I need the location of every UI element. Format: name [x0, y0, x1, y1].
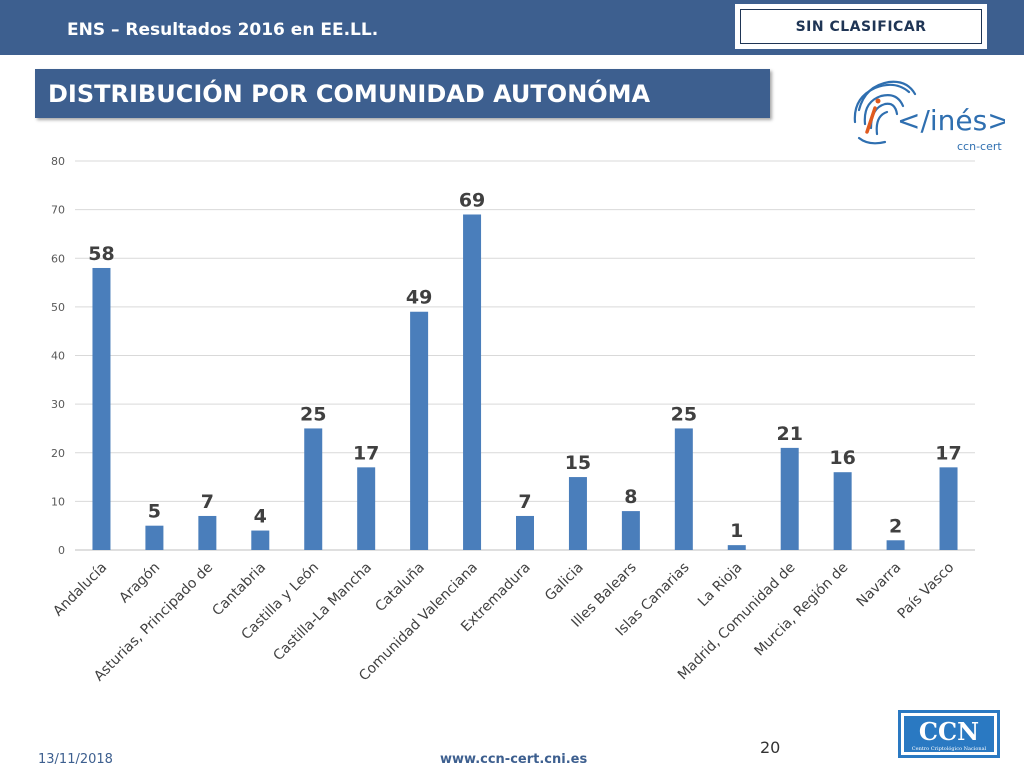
- bar: [568, 477, 587, 550]
- ines-logo: </inés> ccn-cert: [853, 80, 1005, 153]
- footer-date: 13/11/2018: [38, 752, 113, 767]
- bar: [463, 214, 482, 551]
- bar: [304, 428, 323, 550]
- data-label: 7: [518, 491, 531, 513]
- x-tick-label: Murcia, Región de: [752, 560, 852, 660]
- ccn-subtext: Centro Criptológico Nacional: [912, 745, 987, 752]
- data-label: 1: [730, 520, 743, 542]
- data-label: 15: [565, 452, 591, 474]
- y-tick-label: 50: [51, 301, 65, 314]
- x-tick-label: Andalucía: [50, 560, 110, 620]
- bar: [727, 545, 746, 550]
- data-label: 7: [201, 491, 214, 513]
- bar: [621, 511, 640, 550]
- header-bar: ENS – Resultados 2016 en EE.LL. SIN CLAS…: [0, 0, 1024, 55]
- data-label: 21: [776, 423, 802, 445]
- y-tick-label: 30: [51, 398, 65, 411]
- bar: [780, 447, 799, 550]
- fingerprint-icon: [853, 80, 917, 145]
- x-tick-label: La Rioja: [695, 560, 746, 611]
- data-label: 25: [671, 403, 697, 425]
- bar: [145, 525, 164, 550]
- x-tick-label: Galicia: [542, 560, 587, 605]
- data-label: 4: [254, 506, 267, 528]
- bar: [251, 530, 270, 550]
- footer-url[interactable]: www.ccn-cert.cni.es: [440, 752, 588, 767]
- x-tick-label: Cataluña: [372, 560, 428, 616]
- y-tick-label: 40: [51, 350, 65, 363]
- data-label: 69: [459, 189, 485, 211]
- slide-heading: DISTRIBUCIÓN POR COMUNIDAD AUTONÓMA: [48, 80, 651, 108]
- data-label: 16: [829, 447, 855, 469]
- bar: [92, 267, 111, 550]
- data-label: 25: [300, 403, 326, 425]
- classification-badge: SIN CLASIFICAR: [735, 4, 987, 49]
- data-label: 17: [935, 442, 961, 464]
- x-tick-label: Castilla-La Mancha: [270, 560, 375, 665]
- data-label: 8: [624, 486, 637, 508]
- x-tick-label: Aragón: [116, 560, 163, 607]
- data-label: 5: [148, 501, 161, 523]
- ines-wordmark: </inés>: [897, 104, 1005, 137]
- x-tick-label: País Vasco: [895, 560, 958, 623]
- data-label: 58: [88, 243, 114, 265]
- slide-heading-box: DISTRIBUCIÓN POR COMUNIDAD AUTONÓMA: [35, 69, 770, 118]
- y-tick-label: 10: [51, 495, 65, 508]
- y-tick-label: 80: [51, 155, 65, 168]
- data-label: 2: [889, 515, 902, 537]
- data-label: 17: [353, 442, 379, 464]
- presentation-title: ENS – Resultados 2016 en EE.LL.: [67, 20, 379, 40]
- classification-label: SIN CLASIFICAR: [795, 19, 927, 35]
- ccn-cert-wordmark: ccn-cert: [957, 140, 1002, 153]
- bar: [516, 515, 534, 550]
- bar: [886, 540, 905, 550]
- bar: [939, 467, 958, 550]
- x-tick-label: Navarra: [854, 560, 905, 611]
- ccn-logo: CCN Centro Criptológico Nacional: [898, 710, 1000, 758]
- page-number: 20: [760, 738, 781, 757]
- data-label: 49: [406, 287, 432, 309]
- bar: [410, 311, 429, 550]
- y-tick-label: 70: [51, 204, 65, 217]
- bar: [198, 515, 217, 550]
- bar: [357, 467, 376, 550]
- bar: [674, 428, 693, 550]
- y-tick-label: 20: [51, 447, 65, 460]
- bar: [833, 472, 852, 550]
- y-tick-label: 60: [51, 252, 65, 265]
- y-tick-label: 0: [58, 544, 65, 557]
- ccn-wordmark: CCN: [919, 717, 979, 746]
